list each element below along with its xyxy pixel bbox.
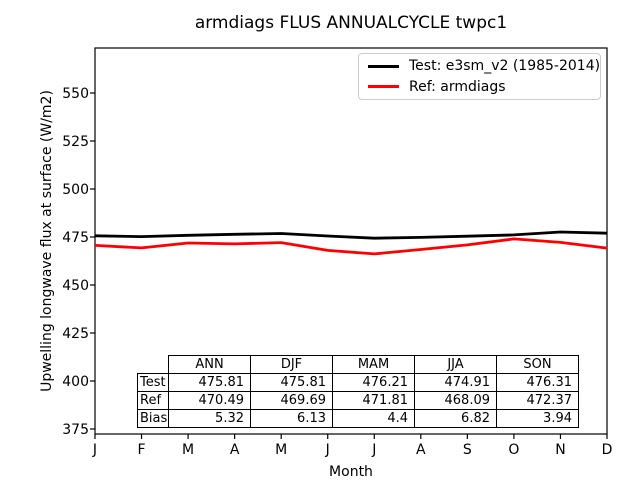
table-cell: 475.81 [168,373,251,392]
table-row: Bias 5.32 6.13 4.4 6.82 3.94 [137,409,579,428]
table-cell: 5.32 [168,409,251,428]
table-cell: 6.82 [414,409,497,428]
x-tick-label: O [508,442,519,458]
table-cell: 4.4 [332,409,415,428]
table-header-cell: ANN [168,355,251,374]
ref-line-swatch [368,85,399,89]
table-cell: 468.09 [414,391,497,410]
table-row: Ref 470.49 469.69 471.81 468.09 472.37 [137,391,579,410]
x-tick-label: J [325,442,330,458]
table-cell: 3.94 [496,409,579,428]
table-cell: 472.37 [496,391,579,410]
test-line-swatch [368,64,399,68]
table-cell: 474.91 [414,373,497,392]
table-cell: 470.49 [168,391,251,410]
y-tick-label: 450 [62,278,89,294]
legend: Test: e3sm_v2 (1985-2014) Ref: armdiags [358,53,601,100]
table-header-cell: JJA [414,355,497,374]
y-tick-label: 425 [62,326,89,342]
test-line [94,230,608,240]
table-cell: 475.81 [250,373,333,392]
table-row-label: Bias [137,409,169,428]
y-tick-label: 525 [62,134,89,150]
table-cell: 471.81 [332,391,415,410]
x-tick-label: S [463,442,472,458]
table-header-cell: MAM [332,355,415,374]
chart-title: armdiags FLUS ANNUALCYCLE twpc1 [194,13,508,33]
table-corner-cell [137,355,169,374]
x-tick-label: D [602,442,613,458]
table-header-cell: SON [496,355,579,374]
x-tick-label: N [555,442,565,458]
axes-frame [94,47,608,435]
x-tick-label: A [230,442,240,458]
x-axis-label: Month [329,464,373,480]
legend-entry: Ref: armdiags [359,77,600,98]
x-tick-label: M [182,442,194,458]
legend-label: Ref: armdiags [409,78,506,95]
x-tick-label: J [371,442,376,458]
table-cell: 476.31 [496,373,579,392]
ref-line [94,237,608,256]
y-tick-label: 475 [62,230,89,246]
stats-table: ANN DJF MAM JJA SON Test 475.81 475.81 476.21 474… [137,355,579,428]
x-tick-label: A [416,442,426,458]
table-row: Test 475.81 475.81 476.21 474.91 476.31 [137,373,579,392]
table-cell: 476.21 [332,373,415,392]
y-tick-label: 375 [62,422,89,438]
x-tick-label: M [275,442,287,458]
x-tick-label: J [92,442,97,458]
y-axis-label: Upwelling longwave flux at surface (W/m2… [39,90,55,392]
table-cell: 469.69 [250,391,333,410]
legend-label: Test: e3sm_v2 (1985-2014) [409,58,601,75]
table-row-label: Test [137,373,169,392]
y-tick-label: 550 [62,86,89,102]
y-tick-label: 500 [62,182,89,198]
legend-entry: Test: e3sm_v2 (1985-2014) [359,56,600,77]
y-tick-label: 400 [62,374,89,390]
x-tick-label: F [138,442,146,458]
table-header-cell: DJF [250,355,333,374]
table-cell: 6.13 [250,409,333,428]
table-row-label: Ref [137,391,169,410]
